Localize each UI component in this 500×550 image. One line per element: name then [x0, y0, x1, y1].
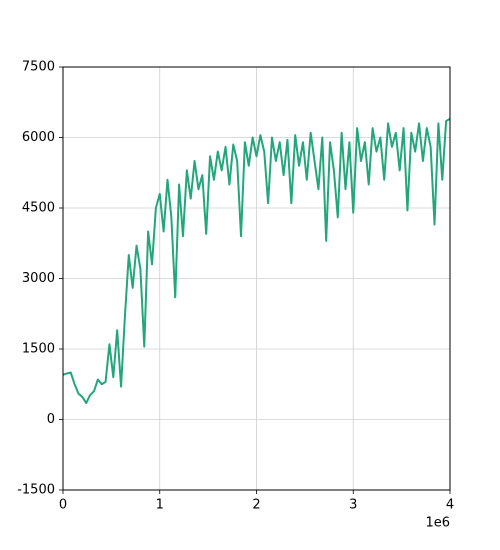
y-tick-label: 1500 [22, 342, 55, 357]
x-tick-label: 4 [446, 498, 454, 513]
y-tick-label: 0 [47, 412, 55, 427]
y-tick-label: 4500 [22, 201, 55, 216]
plot-frame [62, 66, 451, 491]
y-tick-label: 7500 [22, 60, 55, 75]
x-tick-label: 0 [59, 498, 67, 513]
y-tick-label: -1500 [17, 483, 55, 498]
x-tick-label: 2 [252, 498, 260, 513]
x-tick-label: 3 [349, 498, 357, 513]
line-series [62, 117, 451, 405]
y-tick-label: 3000 [22, 271, 55, 286]
y-tick-label: 6000 [22, 130, 55, 145]
x-offset-label: 1e6 [425, 516, 450, 531]
x-tick-label: 1 [156, 498, 164, 513]
